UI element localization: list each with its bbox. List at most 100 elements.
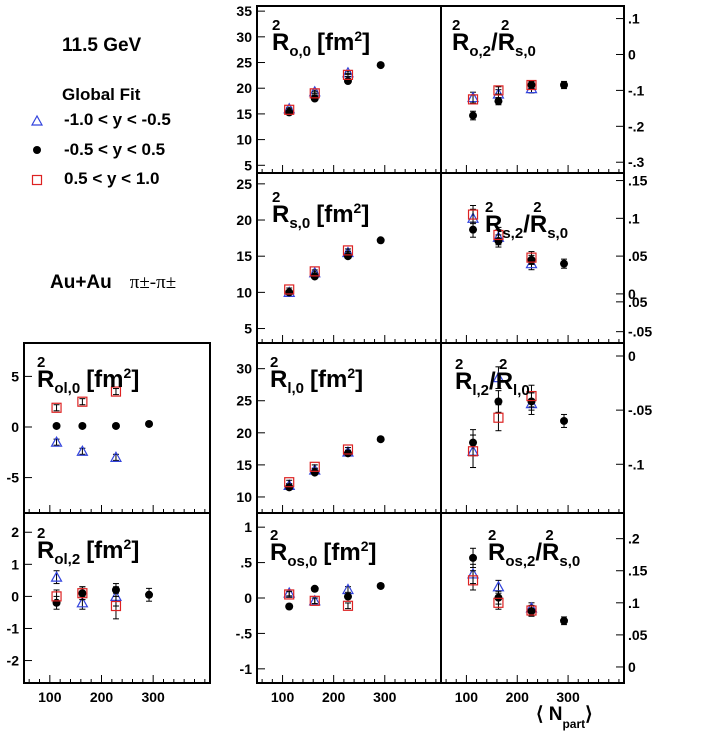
title-sub: l,2	[472, 382, 490, 399]
data-point-circle	[285, 602, 294, 611]
title-ratio-sub: s,0	[559, 553, 581, 570]
title-unit-close: ]	[368, 539, 377, 566]
y-tick-label: 30	[236, 361, 252, 377]
pion-pair-label: π±-π±	[129, 272, 177, 293]
y-tick-label: 10	[236, 132, 252, 148]
x-axis-title: ⟨ Npart⟩	[536, 703, 593, 731]
y-tick-label: 2	[11, 524, 19, 540]
title-unit: [fm	[316, 201, 354, 228]
x-tick-label: 300	[556, 689, 580, 705]
data-point-square	[342, 69, 354, 80]
y-tick-label: 0	[628, 286, 636, 302]
y-tick-label: -.05	[628, 324, 652, 340]
panel-title-ro0: R 2 o,0 [fm2]	[272, 18, 371, 59]
data-point-square	[467, 209, 479, 220]
title-main: R	[455, 368, 473, 395]
x-tick-label: 100	[38, 689, 62, 705]
legend-energy-label: 11.5 GeV	[62, 35, 142, 56]
title-unit-close: ]	[131, 537, 140, 564]
data-point-circle	[560, 416, 569, 425]
data-point-square	[467, 94, 479, 105]
y-tick-label: 5	[11, 368, 19, 384]
data-point-square	[284, 477, 295, 488]
title-unit-sup: 2	[360, 538, 369, 554]
title-unit: [fm	[86, 537, 124, 564]
data-point-square	[526, 79, 537, 91]
x-tick-label: 300	[141, 689, 165, 705]
data-point-square	[467, 446, 479, 457]
y-tick-label: .5	[240, 555, 252, 571]
title-ratio-sup: 2	[499, 356, 508, 373]
y-tick-label: 15	[236, 457, 252, 473]
data-point-triangle	[76, 596, 89, 608]
y-tick-label: -.1	[628, 456, 645, 472]
y-tick-label: 20	[236, 212, 252, 228]
data-point-circle	[376, 581, 385, 590]
y-tick-label: 5	[244, 157, 252, 173]
data-point-square	[467, 575, 479, 586]
data-point-square	[342, 600, 354, 611]
legend-entry-label: -1.0 < y < -0.5	[64, 110, 171, 129]
data-point-circle	[310, 94, 319, 103]
title-unit-sup: 2	[354, 28, 363, 44]
data-point-circle	[494, 397, 503, 406]
panel-title-rs2: R 2 s,2/R 2 s,0	[485, 200, 568, 241]
data-point-circle	[111, 585, 120, 594]
title-sup: 2	[452, 17, 461, 34]
data-point-square	[284, 589, 295, 600]
data-point-square	[77, 588, 88, 599]
y-tick-label: 0	[628, 46, 636, 62]
legend-header: Global Fit	[62, 85, 141, 104]
panel-title-rl2: R 2 l,2/R 2 l,0	[455, 357, 530, 398]
y-tick-label: .05	[628, 294, 648, 310]
x-axis-title-main: N	[548, 704, 563, 725]
title-ratio: /R	[491, 29, 516, 56]
data-point-circle	[310, 468, 319, 477]
data-point-circle	[469, 111, 478, 120]
title-sup: 2	[485, 199, 494, 216]
panel-title-rol2: R 2 ol,2 [fm2]	[37, 526, 140, 567]
legend-marker-triangle	[30, 114, 44, 126]
panel-title-ros2: R 2 os,2/R 2 s,0	[488, 528, 580, 569]
y-tick-label: .05	[628, 627, 648, 643]
y-tick-label: 10	[236, 284, 252, 300]
data-point-triangle	[50, 435, 63, 447]
panel-title-ros0: R 2 os,0 [fm2]	[270, 528, 377, 569]
y-tick-label: .1	[628, 210, 640, 226]
title-sub: o,2	[469, 43, 492, 60]
title-main: R	[488, 539, 506, 566]
data-point-square	[526, 605, 537, 616]
y-tick-label: 25	[236, 55, 252, 71]
data-point-circle	[494, 97, 503, 106]
y-tick-label: 0	[11, 588, 19, 604]
data-point-triangle	[492, 371, 505, 383]
title-sub: ol,0	[54, 380, 81, 397]
data-point-circle	[343, 592, 352, 601]
title-ratio-sup: 2	[533, 199, 542, 216]
y-tick-label: 35	[236, 3, 252, 19]
y-tick-label: 0	[628, 348, 636, 364]
title-unit-close: ]	[362, 29, 371, 56]
title-main: R	[37, 366, 55, 393]
data-point-circle	[343, 252, 352, 261]
y-tick-label: -.1	[628, 82, 645, 98]
title-unit-sup: 2	[123, 536, 132, 552]
y-tick-label: .1	[628, 595, 640, 611]
y-tick-label: 0	[628, 659, 636, 675]
legend-entry-label: 0.5 < y < 1.0	[64, 169, 160, 188]
x-tick-label: 200	[506, 689, 530, 705]
y-tick-label: 1	[244, 519, 252, 535]
system-name: Au+Au	[50, 272, 112, 293]
legend-entry-label: -0.5 < y < 0.5	[64, 140, 166, 159]
title-unit: [fm	[310, 366, 348, 393]
title-main: R	[452, 29, 470, 56]
title-sub: os,2	[505, 553, 536, 570]
data-point-triangle	[109, 451, 122, 462]
title-sup: 2	[37, 354, 46, 371]
x-axis-title-close: ⟩	[585, 704, 593, 725]
title-ratio: /R	[535, 539, 560, 566]
title-ratio: /R	[489, 368, 514, 395]
y-tick-label: 30	[236, 29, 252, 45]
data-point-square	[309, 266, 320, 277]
